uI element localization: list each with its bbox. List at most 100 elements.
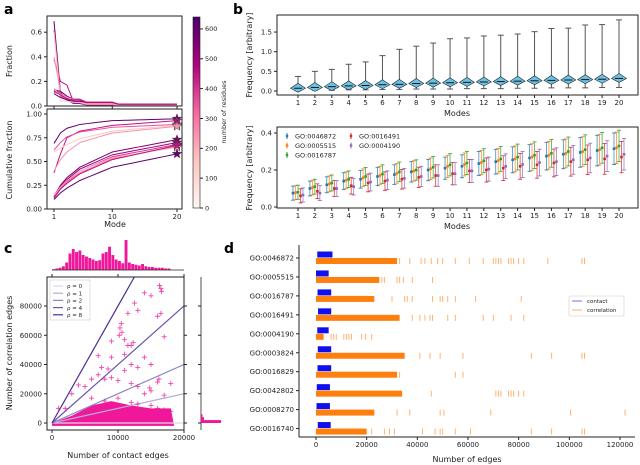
mean-marker [448, 163, 452, 167]
correlation-edge-mark [454, 295, 456, 302]
scatter-point [135, 307, 141, 313]
errorbar-x-tick-label: 6 [380, 212, 385, 220]
mean-marker [468, 169, 471, 173]
fraction-line [53, 32, 177, 106]
violin-x-tick-label: 6 [380, 99, 385, 107]
mean-marker [332, 187, 336, 190]
mean-marker [453, 172, 457, 175]
correlation-edge-mark [510, 390, 512, 397]
x-histogram-bar [58, 267, 62, 270]
scatter-x-tick-label: 0 [50, 434, 54, 442]
scatter-point [115, 378, 121, 384]
correlation-edge-mark [335, 333, 337, 340]
y-histogram-bar [201, 417, 204, 421]
edges-x-tick-label: 120000 [607, 441, 634, 449]
errorbar-x-tick-label: 8 [414, 212, 418, 220]
x-histogram-bar [61, 266, 65, 270]
colorbar-tick-label: 400 [205, 85, 217, 93]
correlation-edge-mark [530, 428, 532, 435]
correlation-edge-mark [518, 390, 520, 397]
correlation-edge-mark [391, 295, 393, 302]
errorbar-x-tick-label: 16 [547, 212, 556, 220]
x-histogram-bar [121, 263, 125, 270]
correlation-edge-mark [551, 352, 553, 359]
errorbar-x-tick-label: 5 [363, 212, 367, 220]
x-histogram-bar [65, 262, 69, 270]
violin-y-tick-label: 1.5 [261, 29, 272, 37]
correlation-edge-mark [523, 390, 525, 397]
correlation-edge-mark [462, 352, 464, 359]
correlation-edge-mark [584, 258, 586, 264]
rho-line [51, 393, 184, 424]
scatter-area [51, 277, 184, 426]
scatter-point [102, 398, 108, 404]
go-term-label: GO:0016740 [250, 425, 294, 433]
cumulative-y-tick-label: 0.50 [26, 158, 42, 166]
cumulative-y-tick-label: 0.00 [26, 206, 42, 214]
mean-marker [538, 161, 541, 164]
errorbar-y-tick-label: 0.0 [261, 204, 272, 212]
violin-x-tick-label: 17 [564, 99, 573, 107]
c-xlabel: Number of contact edges [67, 451, 169, 460]
mean-marker [349, 184, 353, 188]
go-term-label: GO:0016787 [250, 292, 294, 300]
mean-marker [620, 155, 623, 159]
mean-marker [513, 157, 517, 161]
correlation-edge-mark [482, 258, 484, 264]
correlation-edge-mark [454, 258, 456, 264]
scatter-point [62, 405, 68, 411]
mean-marker [617, 144, 621, 148]
correlation-edge-mark [399, 258, 401, 264]
violin-x-tick-label: 9 [431, 99, 435, 107]
scatter-point [128, 381, 134, 387]
correlation-edge-mark [492, 314, 494, 321]
errorbar-y-tick-label: 0.2 [261, 167, 272, 175]
x-histogram-bar [141, 264, 144, 270]
mean-marker [567, 150, 570, 153]
cumulative-y-tick-label: 1.00 [26, 111, 42, 119]
mean-marker [325, 183, 329, 187]
x-histogram-bar [104, 252, 108, 270]
correlation-edges-dense [316, 352, 405, 359]
mean-marker [313, 185, 317, 188]
correlation-edge-mark [468, 258, 470, 264]
correlation-edge-mark [495, 258, 497, 264]
correlation-edge-mark [411, 276, 413, 283]
mean-marker [436, 174, 440, 177]
cumulative-y-tick-label: 0.75 [26, 134, 42, 142]
scatter-y-tick-label: 20000 [20, 390, 42, 398]
correlation-edge-mark [500, 390, 502, 397]
scatter-point [122, 367, 128, 373]
x-histogram-bar [167, 268, 171, 270]
correlation-edges-dense [316, 295, 375, 302]
correlation-edge-mark [421, 428, 423, 435]
contact-edges-bar [316, 270, 329, 277]
cumulative-y-tick-label: 0.25 [26, 182, 42, 190]
y-histogram-bar [201, 411, 202, 415]
contact-edges-bar [317, 289, 332, 296]
x-histogram-bar [81, 255, 85, 270]
x-histogram-bar [88, 258, 92, 270]
scatter-point [82, 383, 88, 389]
mean-marker [547, 153, 551, 157]
scatter-point [155, 405, 161, 411]
correlation-edge-mark [429, 352, 431, 359]
mean-marker [308, 187, 312, 190]
correlation-edge-mark [447, 314, 449, 321]
correlation-edge-mark [490, 409, 492, 416]
a-top-ylabel: Fraction [5, 45, 14, 77]
violin-x-tick-label: 2 [313, 99, 317, 107]
x-histogram-bar [91, 259, 95, 270]
mean-marker [414, 168, 418, 172]
mean-marker [465, 161, 469, 165]
correlation-edge-mark [345, 333, 347, 340]
fraction-y-tick-label: 0.4 [31, 53, 43, 61]
cumulative-line [53, 143, 178, 198]
correlation-edge-mark [348, 333, 350, 340]
mean-marker [366, 181, 370, 185]
mean-marker [335, 187, 339, 190]
scatter-point [122, 408, 128, 414]
correlation-edge-mark [424, 314, 426, 321]
mean-marker [545, 154, 548, 158]
